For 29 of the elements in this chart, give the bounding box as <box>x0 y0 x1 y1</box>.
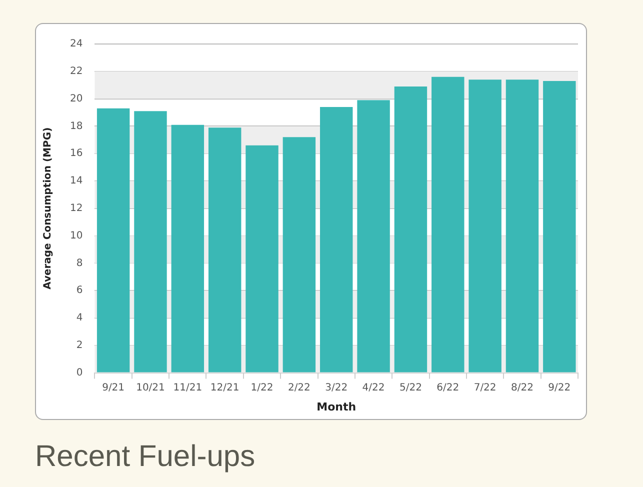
x-tick-label: 10/21 <box>136 382 165 394</box>
y-tick-label: 24 <box>70 38 83 50</box>
text: Recent Fuel-ups <box>35 440 256 474</box>
y-tick-label: 8 <box>76 258 83 269</box>
y-tick-label: 0 <box>76 367 83 378</box>
x-tick-label: 9/22 <box>548 382 571 394</box>
y-tick-label: 2 <box>76 340 83 351</box>
x-tick-label: 5/22 <box>399 382 422 394</box>
y-axis-title: Average Consumption (MPG) <box>42 127 54 290</box>
y-tick-label: 14 <box>70 176 83 187</box>
y-tick-label: 12 <box>70 202 83 214</box>
x-tick-label: 4/22 <box>362 382 385 394</box>
x-axis-title: Month <box>316 400 356 414</box>
x-tick-label: 6/22 <box>436 382 460 394</box>
x-tick-label: 3/22 <box>325 382 348 394</box>
x-tick-label: 8/22 <box>511 382 534 394</box>
y-tick-label: 16 <box>70 148 83 160</box>
y-tick-label: 18 <box>70 120 83 132</box>
x-tick-label: 9/21 <box>102 382 125 394</box>
x-tick-label: 1/22 <box>250 382 274 394</box>
x-tick-label: 12/21 <box>210 382 240 394</box>
x-tick-label: 2/22 <box>288 382 310 394</box>
y-tick-label: 22 <box>70 66 83 77</box>
y-tick-label: 6 <box>76 285 83 296</box>
x-tick-label: 11/21 <box>173 382 202 394</box>
y-tick-label: 20 <box>70 93 83 104</box>
y-tick-label: 4 <box>76 312 83 324</box>
y-tick-label: 10 <box>70 230 83 242</box>
x-tick-label: 7/22 <box>474 382 496 394</box>
